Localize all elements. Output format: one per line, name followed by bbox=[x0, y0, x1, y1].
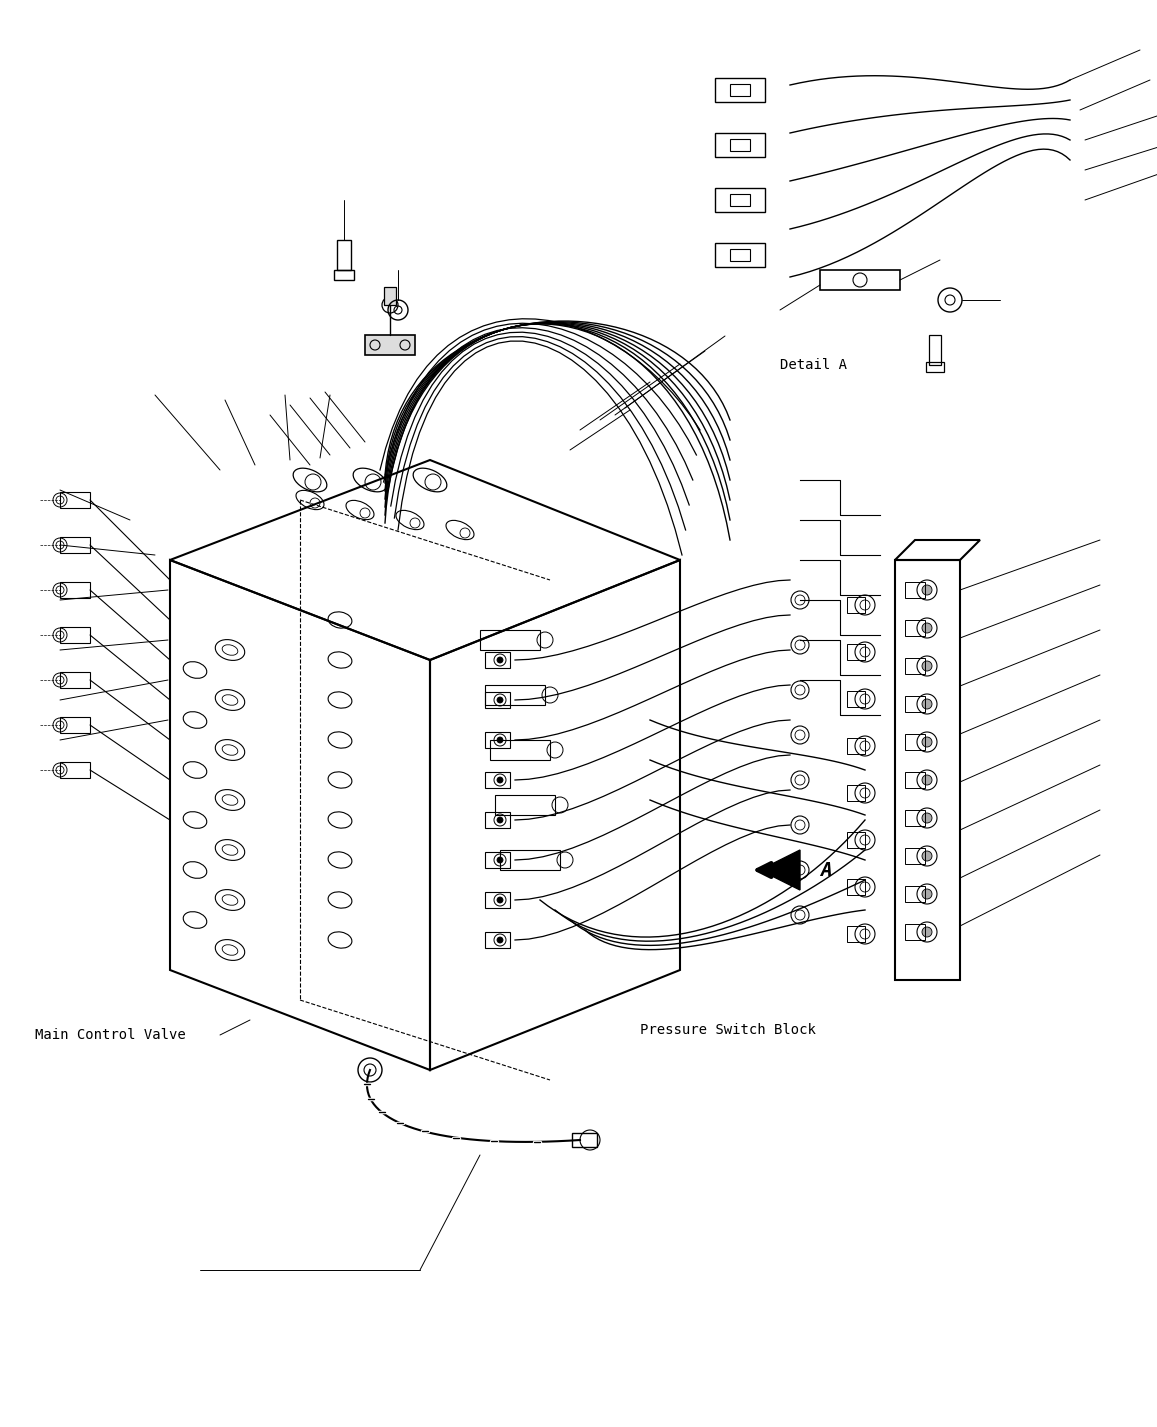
Bar bbox=[485, 772, 510, 788]
Bar bbox=[60, 537, 90, 554]
Bar bbox=[847, 596, 865, 614]
Text: A: A bbox=[820, 860, 832, 879]
Text: Main Control Valve: Main Control Valve bbox=[35, 1027, 186, 1042]
Bar bbox=[905, 733, 924, 751]
Bar bbox=[730, 138, 750, 151]
Bar bbox=[60, 762, 90, 778]
Bar bbox=[905, 658, 924, 674]
Bar bbox=[905, 619, 924, 636]
Bar bbox=[847, 926, 865, 942]
Bar bbox=[905, 925, 924, 940]
Bar bbox=[715, 243, 765, 267]
Bar bbox=[905, 848, 924, 863]
Bar bbox=[500, 850, 560, 870]
Circle shape bbox=[498, 898, 503, 903]
Bar bbox=[480, 629, 540, 651]
Bar bbox=[926, 362, 944, 372]
Bar bbox=[485, 932, 510, 948]
Bar bbox=[485, 892, 510, 908]
Bar bbox=[847, 644, 865, 661]
Text: Pressure Switch Block: Pressure Switch Block bbox=[640, 1023, 816, 1037]
Bar bbox=[715, 78, 765, 101]
Bar bbox=[847, 832, 865, 848]
Bar bbox=[495, 795, 555, 815]
Bar bbox=[60, 716, 90, 733]
Bar bbox=[730, 194, 750, 205]
Circle shape bbox=[498, 818, 503, 823]
Bar bbox=[60, 626, 90, 644]
Bar bbox=[715, 188, 765, 213]
Circle shape bbox=[922, 699, 933, 709]
Circle shape bbox=[498, 858, 503, 863]
Bar bbox=[485, 652, 510, 668]
Bar bbox=[905, 582, 924, 598]
Circle shape bbox=[498, 736, 503, 743]
Circle shape bbox=[922, 624, 933, 634]
Bar bbox=[485, 692, 510, 708]
Bar bbox=[896, 559, 960, 980]
Bar bbox=[60, 492, 90, 508]
Circle shape bbox=[922, 775, 933, 785]
Bar bbox=[491, 741, 550, 761]
Bar bbox=[485, 685, 545, 705]
Bar bbox=[847, 785, 865, 801]
Circle shape bbox=[922, 889, 933, 899]
Circle shape bbox=[922, 736, 933, 746]
Bar bbox=[905, 772, 924, 788]
Circle shape bbox=[498, 656, 503, 664]
Circle shape bbox=[922, 585, 933, 595]
Bar bbox=[384, 287, 396, 305]
Bar bbox=[485, 852, 510, 868]
Bar bbox=[715, 133, 765, 157]
Bar bbox=[905, 696, 924, 712]
Bar bbox=[364, 335, 415, 355]
Bar bbox=[905, 886, 924, 902]
Bar bbox=[905, 811, 924, 826]
Bar bbox=[820, 270, 900, 290]
Bar bbox=[847, 691, 865, 706]
Bar bbox=[485, 812, 510, 828]
Bar bbox=[485, 732, 510, 748]
Circle shape bbox=[498, 696, 503, 704]
Bar bbox=[60, 582, 90, 598]
Bar bbox=[337, 240, 351, 270]
Bar bbox=[334, 270, 354, 280]
Circle shape bbox=[922, 813, 933, 823]
Circle shape bbox=[498, 776, 503, 783]
Bar bbox=[60, 672, 90, 688]
Bar bbox=[572, 1133, 597, 1147]
Bar bbox=[847, 879, 865, 895]
Text: Detail A: Detail A bbox=[780, 358, 847, 372]
Circle shape bbox=[922, 850, 933, 860]
Circle shape bbox=[922, 928, 933, 938]
Circle shape bbox=[922, 661, 933, 671]
Polygon shape bbox=[760, 850, 799, 890]
Bar bbox=[847, 738, 865, 753]
Circle shape bbox=[498, 938, 503, 943]
Bar bbox=[730, 84, 750, 96]
Bar bbox=[929, 335, 941, 365]
Bar bbox=[730, 248, 750, 261]
